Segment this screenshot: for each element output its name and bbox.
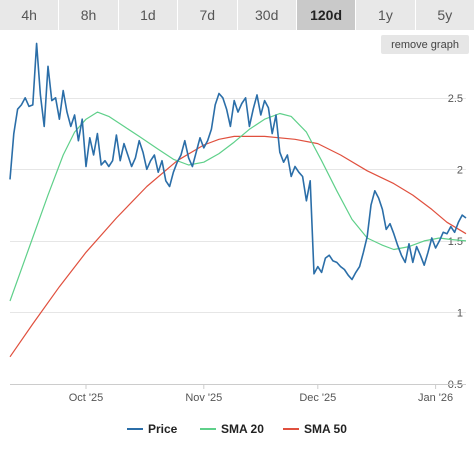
range-tab-8h[interactable]: 8h bbox=[59, 0, 119, 30]
range-tab-1d[interactable]: 1d bbox=[118, 0, 179, 30]
range-tab-4h[interactable]: 4h bbox=[0, 0, 60, 30]
range-tab-120d[interactable]: 120d bbox=[296, 0, 357, 30]
series-line-price bbox=[9, 42, 467, 281]
y-tick-label: 2 bbox=[457, 164, 463, 176]
x-tick-label: Jan '26 bbox=[418, 392, 453, 404]
range-tab-5y[interactable]: 5y bbox=[415, 0, 474, 30]
legend-label: SMA 50 bbox=[304, 422, 347, 436]
time-range-tabs: 4h 8h 1d 7d 30d 120d 1y 5y bbox=[0, 0, 474, 30]
range-tab-1y[interactable]: 1y bbox=[356, 0, 416, 30]
legend-label: SMA 20 bbox=[221, 422, 264, 436]
remove-graph-button[interactable]: remove graph bbox=[381, 35, 469, 54]
legend-label: Price bbox=[148, 422, 178, 436]
x-tick-label: Oct '25 bbox=[69, 392, 104, 404]
x-tick-label: Dec '25 bbox=[299, 392, 336, 404]
y-tick-label: 2.5 bbox=[448, 93, 463, 105]
range-tab-30d[interactable]: 30d bbox=[237, 0, 297, 30]
series-line-sma-50 bbox=[9, 135, 467, 358]
series-line-sma-20 bbox=[9, 111, 467, 302]
y-tick-label: 1 bbox=[457, 307, 463, 319]
range-tab-7d[interactable]: 7d bbox=[178, 0, 238, 30]
y-tick-label: 1.5 bbox=[448, 236, 463, 248]
x-tick-label: Nov '25 bbox=[185, 392, 222, 404]
